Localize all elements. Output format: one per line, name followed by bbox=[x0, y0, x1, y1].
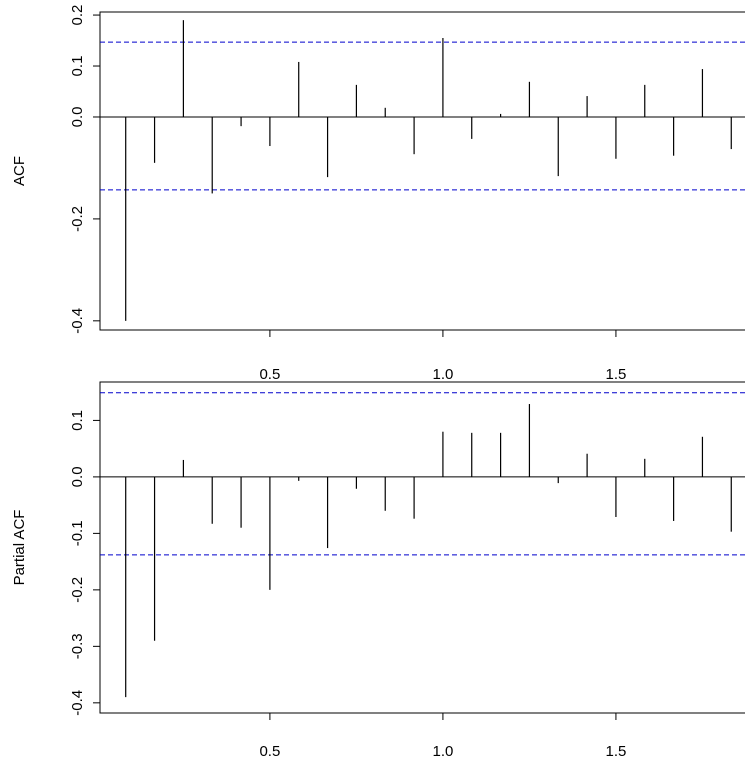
y-axis-label: ACF bbox=[11, 156, 28, 186]
plot-frame bbox=[99, 11, 745, 331]
y-tick-label: 0.1 bbox=[69, 410, 86, 431]
y-tick-label: -0.3 bbox=[69, 633, 86, 659]
y-tick-label: -0.4 bbox=[69, 690, 86, 716]
y-tick-label: -0.2 bbox=[69, 577, 86, 603]
y-tick-label: -0.2 bbox=[69, 206, 86, 232]
x-tick-label: 1.0 bbox=[432, 366, 453, 383]
y-tick-label: 0.2 bbox=[69, 5, 86, 26]
x-tick-label: 1.5 bbox=[606, 366, 627, 383]
y-tick-label: -0.4 bbox=[69, 308, 86, 334]
y-axis-label: Partial ACF bbox=[11, 510, 28, 586]
y-tick-label: -0.1 bbox=[69, 520, 86, 546]
plot-frame bbox=[99, 381, 745, 714]
y-tick-label: 0.0 bbox=[69, 466, 86, 487]
x-tick-label: 1.0 bbox=[432, 743, 453, 760]
x-tick-label: 0.5 bbox=[259, 366, 280, 383]
x-tick-label: 0.5 bbox=[259, 743, 280, 760]
x-tick-label: 1.5 bbox=[606, 743, 627, 760]
y-tick-label: 0.0 bbox=[69, 107, 86, 128]
y-tick-label: 0.1 bbox=[69, 56, 86, 77]
